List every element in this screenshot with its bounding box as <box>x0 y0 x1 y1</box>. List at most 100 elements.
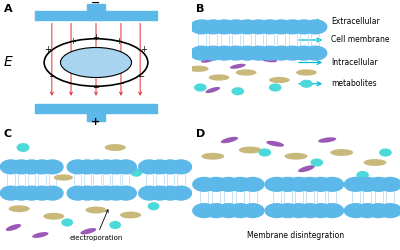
Circle shape <box>270 84 281 91</box>
Ellipse shape <box>120 212 141 218</box>
Circle shape <box>77 186 98 200</box>
Ellipse shape <box>201 57 216 63</box>
Circle shape <box>195 84 206 91</box>
Ellipse shape <box>266 141 284 147</box>
Bar <box>350 191 396 204</box>
Circle shape <box>193 178 216 191</box>
Circle shape <box>32 186 53 200</box>
Text: D: D <box>196 129 206 139</box>
Circle shape <box>236 20 259 34</box>
Ellipse shape <box>188 66 209 72</box>
Text: −: − <box>118 79 124 88</box>
Text: metabolites: metabolites <box>331 79 377 88</box>
Circle shape <box>276 204 299 218</box>
Circle shape <box>344 178 367 191</box>
Circle shape <box>67 186 88 200</box>
Circle shape <box>357 172 368 178</box>
Circle shape <box>229 178 252 191</box>
Circle shape <box>190 46 213 60</box>
Circle shape <box>11 186 32 200</box>
Circle shape <box>202 46 225 60</box>
Circle shape <box>292 20 315 34</box>
Ellipse shape <box>60 48 132 78</box>
Circle shape <box>170 186 192 200</box>
Circle shape <box>380 149 391 156</box>
Circle shape <box>217 178 240 191</box>
Bar <box>34 11 158 20</box>
Text: Intracellular: Intracellular <box>331 58 378 67</box>
Circle shape <box>11 160 32 174</box>
Bar <box>34 104 158 112</box>
Ellipse shape <box>201 153 224 160</box>
Bar <box>198 191 258 204</box>
Ellipse shape <box>230 64 246 69</box>
Circle shape <box>213 20 236 34</box>
Ellipse shape <box>261 58 277 62</box>
Circle shape <box>106 160 127 174</box>
Circle shape <box>292 46 315 60</box>
Circle shape <box>379 178 400 191</box>
Ellipse shape <box>239 146 262 154</box>
Circle shape <box>21 186 42 200</box>
Circle shape <box>356 204 379 218</box>
Text: −: − <box>48 72 55 81</box>
Circle shape <box>232 88 243 94</box>
Circle shape <box>213 46 236 60</box>
Circle shape <box>160 160 181 174</box>
Circle shape <box>131 169 142 176</box>
Circle shape <box>193 204 216 218</box>
Ellipse shape <box>32 232 48 238</box>
Ellipse shape <box>269 77 290 83</box>
Circle shape <box>247 46 270 60</box>
Ellipse shape <box>80 228 96 234</box>
Ellipse shape <box>364 159 386 166</box>
Bar <box>87 4 105 12</box>
Circle shape <box>258 46 281 60</box>
Circle shape <box>86 160 108 174</box>
Circle shape <box>321 178 344 191</box>
Text: +: + <box>140 46 148 54</box>
Circle shape <box>21 160 42 174</box>
Circle shape <box>229 204 252 218</box>
Circle shape <box>86 186 108 200</box>
Ellipse shape <box>221 137 238 143</box>
Ellipse shape <box>236 69 256 75</box>
Text: Cell membrane: Cell membrane <box>331 36 390 44</box>
Circle shape <box>205 204 228 218</box>
Circle shape <box>259 149 270 156</box>
Circle shape <box>304 46 327 60</box>
Text: +: + <box>91 117 101 127</box>
Ellipse shape <box>43 213 64 220</box>
Circle shape <box>304 20 327 34</box>
Text: Membrane disintegration: Membrane disintegration <box>248 230 344 239</box>
Circle shape <box>224 20 247 34</box>
Circle shape <box>301 80 312 87</box>
Circle shape <box>149 160 170 174</box>
Circle shape <box>42 160 63 174</box>
Text: C: C <box>4 129 12 139</box>
Ellipse shape <box>330 149 353 156</box>
Circle shape <box>115 160 136 174</box>
Circle shape <box>356 178 379 191</box>
Circle shape <box>281 20 304 34</box>
Circle shape <box>311 159 322 166</box>
Circle shape <box>367 178 390 191</box>
Bar <box>144 174 186 186</box>
Bar <box>73 174 130 186</box>
Circle shape <box>202 20 225 34</box>
Circle shape <box>0 186 22 200</box>
Text: B: B <box>196 4 204 14</box>
Circle shape <box>0 160 22 174</box>
Circle shape <box>247 20 270 34</box>
Circle shape <box>62 219 72 226</box>
Circle shape <box>149 186 170 200</box>
Bar <box>87 112 105 121</box>
Circle shape <box>148 203 159 209</box>
Circle shape <box>241 204 264 218</box>
Circle shape <box>77 160 98 174</box>
Text: +: + <box>44 46 52 54</box>
Ellipse shape <box>209 74 230 80</box>
Circle shape <box>265 204 288 218</box>
Circle shape <box>298 178 321 191</box>
Ellipse shape <box>86 206 106 214</box>
